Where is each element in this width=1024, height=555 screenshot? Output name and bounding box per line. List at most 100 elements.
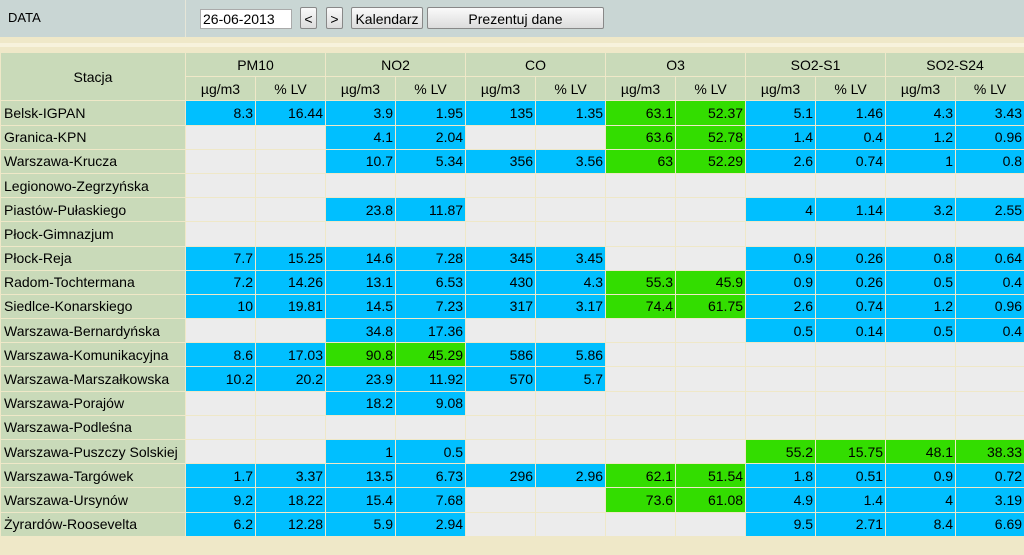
station-name: Warszawa-Targówek bbox=[0, 463, 186, 489]
station-name: Płock-Reja bbox=[0, 245, 186, 271]
empty-cell bbox=[535, 172, 607, 199]
value-cell: 135 bbox=[465, 100, 537, 126]
empty-cell bbox=[185, 414, 256, 441]
value-cell: 0.51 bbox=[815, 463, 887, 489]
pollutant-header: SO2-S24 bbox=[885, 51, 1024, 78]
value-cell: 16.44 bbox=[254, 100, 327, 126]
next-button[interactable]: > bbox=[326, 7, 343, 29]
value-cell: 19.81 bbox=[254, 293, 327, 320]
value-cell: 0.9 bbox=[745, 245, 817, 271]
station-name: Piastów-Pułaskiego bbox=[0, 197, 186, 223]
station-name: Warszawa-Krucza bbox=[0, 148, 186, 174]
unit-header: µg/m3 bbox=[745, 76, 817, 102]
value-cell: 17.03 bbox=[254, 342, 327, 368]
unit-header: % LV bbox=[395, 76, 467, 102]
station-row: Radom-Tochtermana 7.2 14.26 13.1 6.53 430 4.3 5… bbox=[0, 269, 1024, 295]
value-cell: 48.1 bbox=[885, 438, 957, 465]
empty-cell bbox=[675, 511, 747, 537]
value-cell: 3.17 bbox=[535, 293, 607, 320]
value-cell: 9.2 bbox=[185, 487, 256, 513]
value-cell: 0.9 bbox=[885, 463, 957, 489]
station-row: Legionowo-Zegrzyńska bbox=[0, 172, 1024, 199]
empty-cell bbox=[254, 414, 327, 441]
empty-cell bbox=[605, 390, 677, 416]
empty-cell bbox=[325, 221, 397, 247]
station-row: Warszawa-Marszałkowska 10.2 20.2 23.9 11.92 5… bbox=[0, 366, 1024, 392]
value-cell: 7.23 bbox=[395, 293, 467, 320]
value-cell: 1 bbox=[325, 438, 397, 465]
pollutant-header: CO bbox=[465, 51, 607, 78]
value-cell: 10 bbox=[185, 293, 256, 320]
present-button[interactable]: Prezentuj dane bbox=[427, 7, 604, 29]
station-name: Warszawa-Porajów bbox=[0, 390, 186, 416]
station-row: Warszawa-Puszczy Solskiej 1 0.5 55.2 15.75 48… bbox=[0, 438, 1024, 465]
station-name: Radom-Tochtermana bbox=[0, 269, 186, 295]
empty-cell bbox=[465, 487, 537, 513]
value-cell: 7.7 bbox=[185, 245, 256, 271]
pollutant-header: PM10 bbox=[184, 51, 327, 78]
empty-cell bbox=[605, 511, 677, 537]
station-row: Warszawa-Krucza 10.7 5.34 356 3.56 63 52.29 2.6… bbox=[0, 148, 1024, 174]
calendar-button[interactable]: Kalendarz bbox=[351, 7, 423, 29]
value-cell: 5.86 bbox=[535, 342, 607, 368]
value-cell: 63.1 bbox=[605, 100, 677, 126]
empty-cell bbox=[535, 414, 607, 441]
prev-button[interactable]: < bbox=[300, 7, 317, 29]
value-cell: 11.87 bbox=[395, 197, 467, 223]
value-cell: 0.4 bbox=[955, 269, 1024, 295]
value-cell: 15.4 bbox=[325, 487, 397, 513]
value-cell: 296 bbox=[465, 463, 537, 489]
value-cell: 317 bbox=[465, 293, 537, 320]
station-row: Płock-Gimnazjum bbox=[0, 221, 1024, 247]
empty-cell bbox=[535, 197, 607, 223]
value-cell: 61.08 bbox=[675, 487, 747, 513]
station-row: Piastów-Pułaskiego 23.8 11.87 4 1.14 3.2 2.55 bbox=[0, 197, 1024, 223]
empty-cell bbox=[675, 221, 747, 247]
value-cell: 73.6 bbox=[605, 487, 677, 513]
value-cell: 18.2 bbox=[325, 390, 397, 416]
value-cell: 38.33 bbox=[955, 438, 1024, 465]
station-row: Żyrardów-Roosevelta 6.2 12.28 5.9 2.94 9.5 2.7… bbox=[0, 511, 1024, 537]
station-row: Warszawa-Podleśna bbox=[0, 414, 1024, 441]
value-cell: 2.6 bbox=[745, 148, 817, 174]
value-cell: 14.6 bbox=[325, 245, 397, 271]
value-cell: 63.6 bbox=[605, 124, 677, 150]
value-cell: 2.71 bbox=[815, 511, 887, 537]
empty-cell bbox=[955, 366, 1024, 392]
value-cell: 0.9 bbox=[745, 269, 817, 295]
empty-cell bbox=[465, 318, 537, 344]
empty-cell bbox=[955, 390, 1024, 416]
date-input[interactable]: 26-06-2013 bbox=[200, 9, 292, 29]
value-cell: 3.37 bbox=[254, 463, 327, 489]
empty-cell bbox=[955, 342, 1024, 368]
empty-cell bbox=[605, 438, 677, 465]
empty-cell bbox=[185, 221, 256, 247]
empty-cell bbox=[815, 342, 887, 368]
value-cell: 13.1 bbox=[325, 269, 397, 295]
empty-cell bbox=[605, 172, 677, 199]
empty-cell bbox=[815, 414, 887, 441]
value-cell: 2.94 bbox=[395, 511, 467, 537]
station-row: Płock-Reja 7.7 15.25 14.6 7.28 345 3.45 0.9 0.26… bbox=[0, 245, 1024, 271]
empty-cell bbox=[465, 221, 537, 247]
value-cell: 52.37 bbox=[675, 100, 747, 126]
station-name: Płock-Gimnazjum bbox=[0, 221, 186, 247]
value-cell: 0.8 bbox=[885, 245, 957, 271]
empty-cell bbox=[675, 390, 747, 416]
station-name: Warszawa-Podleśna bbox=[0, 414, 186, 441]
station-row: Warszawa-Porajów 18.2 9.08 bbox=[0, 390, 1024, 416]
empty-cell bbox=[675, 438, 747, 465]
empty-cell bbox=[605, 414, 677, 441]
value-cell: 8.3 bbox=[185, 100, 256, 126]
station-name: Warszawa-Puszczy Solskiej bbox=[0, 438, 186, 465]
empty-cell bbox=[254, 390, 327, 416]
unit-header: µg/m3 bbox=[885, 76, 957, 102]
empty-cell bbox=[675, 414, 747, 441]
value-cell: 23.8 bbox=[325, 197, 397, 223]
empty-cell bbox=[465, 438, 537, 465]
value-cell: 61.75 bbox=[675, 293, 747, 320]
data-table: Stacja PM10 NO2 CO O3 SO2-S1 SO2-S24 µg/m3% LV µ… bbox=[0, 51, 1024, 537]
value-cell: 63 bbox=[605, 148, 677, 174]
value-cell: 7.2 bbox=[185, 269, 256, 295]
empty-cell bbox=[605, 221, 677, 247]
